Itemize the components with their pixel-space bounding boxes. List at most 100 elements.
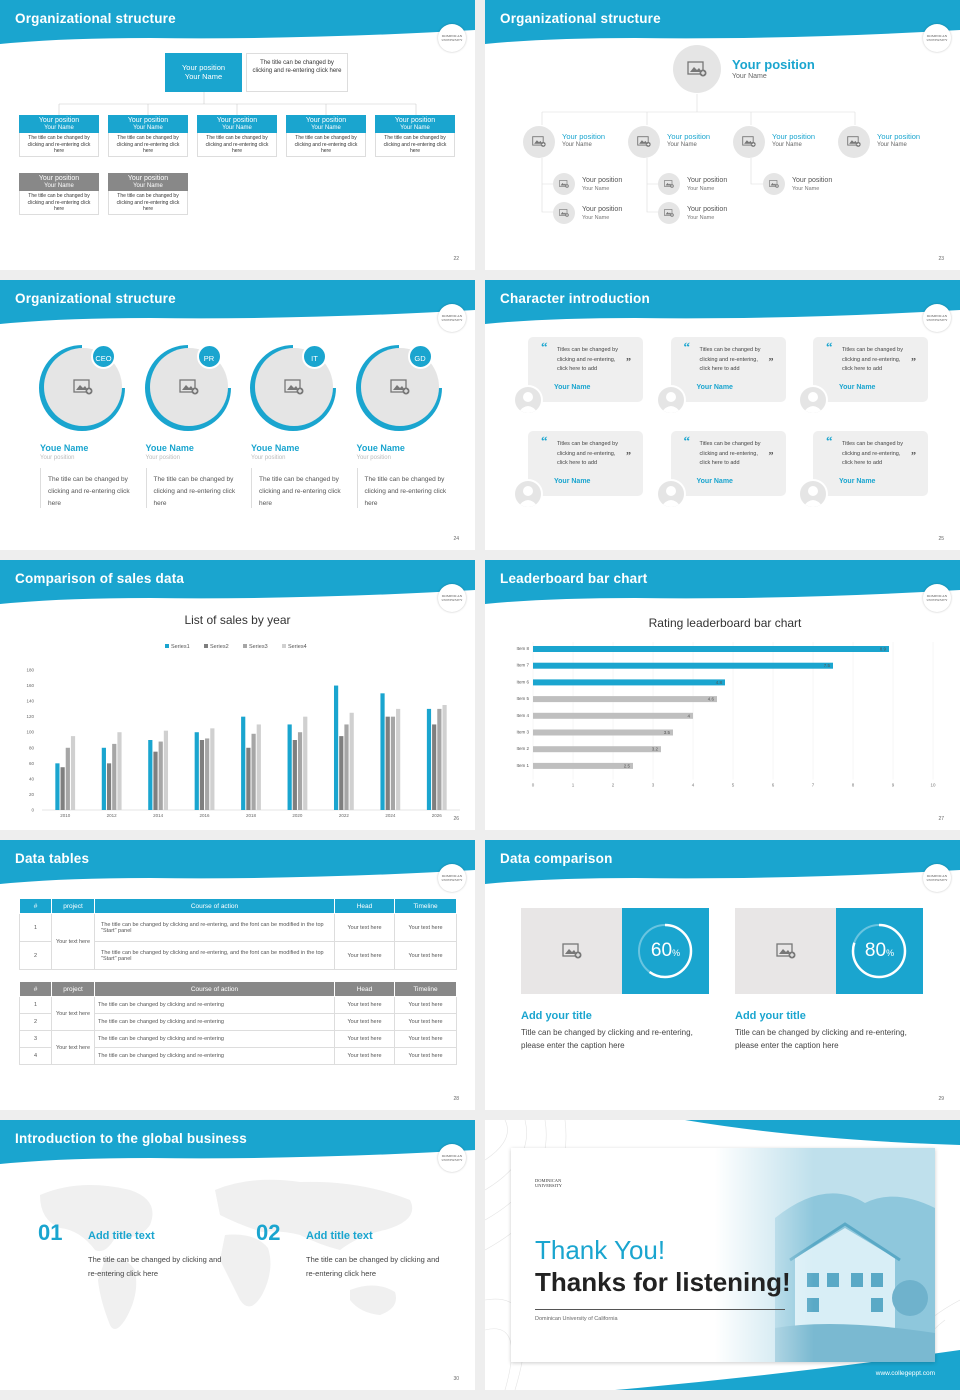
person-card[interactable]: CEO Youe Name Your position The title ca… bbox=[38, 344, 133, 524]
slide-29[interactable]: Data comparison DOMINICAN UNIVERSITY 60%… bbox=[485, 840, 960, 1110]
close-quote-icon: ” bbox=[911, 357, 916, 368]
level3-person[interactable]: Your position Your Name bbox=[553, 202, 648, 224]
bar-Item 8 bbox=[533, 646, 889, 652]
person-card[interactable]: GD Youe Name Your position The title can… bbox=[355, 344, 450, 524]
level2-person[interactable]: Your position Your Name bbox=[628, 126, 728, 158]
org-box[interactable]: Your position Your Name The title can be … bbox=[108, 173, 188, 215]
org-box[interactable]: Your position Your Name The title can be … bbox=[108, 115, 188, 157]
person-card[interactable]: PR Youe Name Your position The title can… bbox=[144, 344, 239, 524]
page-number: 27 bbox=[938, 816, 944, 822]
item-desc: Title can be changed by clicking and re-… bbox=[521, 1028, 693, 1050]
level2-person[interactable]: Your position Your Name bbox=[838, 126, 938, 158]
position-label: Your position bbox=[127, 175, 169, 182]
slide-22[interactable]: Organizational structure DOMINICAN UNIVE… bbox=[0, 0, 475, 270]
image-placeholder-icon bbox=[769, 180, 779, 188]
name-label: Your Name bbox=[792, 186, 820, 192]
character-card[interactable]: “ ” Titles can be changed by clicking an… bbox=[655, 337, 786, 415]
x-tick-label: 8 bbox=[852, 783, 855, 788]
website-link[interactable]: www.collegeppt.com bbox=[875, 1370, 935, 1377]
person-name: Youe Name bbox=[356, 443, 405, 453]
y-tick-label: 180 bbox=[26, 668, 34, 673]
level3-person[interactable]: Your position Your Name bbox=[763, 173, 858, 195]
divider bbox=[40, 468, 41, 508]
org-box[interactable]: Your position Your Name The title can be … bbox=[19, 115, 99, 157]
col-header: Timeline bbox=[394, 981, 457, 997]
university-logo: DOMINICAN UNIVERSITY bbox=[438, 24, 466, 52]
table-row[interactable]: 2 The title can be changed by clicking a… bbox=[19, 941, 457, 970]
level3-person[interactable]: Your position Your Name bbox=[658, 173, 753, 195]
comparison-item[interactable]: 60% Add your title Title can be changed … bbox=[521, 908, 711, 1058]
table-row[interactable]: 1 Your text here The title can be change… bbox=[19, 913, 457, 970]
category-label: Item 1 bbox=[516, 763, 529, 768]
col-header: project bbox=[51, 981, 95, 997]
person-card[interactable]: IT Youe Name Your position The title can… bbox=[249, 344, 344, 524]
character-card[interactable]: “ ” Titles can be changed by clicking an… bbox=[513, 337, 643, 415]
project-cell: Your text here bbox=[51, 996, 95, 1031]
university-logo: DOMINICAN UNIVERSITY bbox=[438, 304, 466, 332]
legend-label: Series4 bbox=[288, 644, 307, 650]
user-icon bbox=[518, 392, 538, 413]
character-card[interactable]: “ ” Titles can be changed by clicking an… bbox=[798, 431, 928, 509]
comparison-item[interactable]: 80% Add your title Title can be changed … bbox=[735, 908, 925, 1058]
business-item[interactable]: 02 Add title text The title can be chang… bbox=[256, 1220, 446, 1290]
image-placeholder-icon bbox=[775, 943, 795, 959]
slide-24[interactable]: Organizational structure DOMINICAN UNIVE… bbox=[0, 280, 475, 550]
bar-Series3-2010 bbox=[65, 747, 70, 810]
slide-27[interactable]: Leaderboard bar chart DOMINICAN UNIVERSI… bbox=[485, 560, 960, 830]
top-description: The title can be changed by clicking and… bbox=[246, 53, 348, 92]
level3-person[interactable]: Your position Your Name bbox=[553, 173, 648, 195]
bar-Series1-2020 bbox=[287, 724, 292, 810]
header-wave bbox=[485, 560, 960, 604]
slide-thank-you[interactable]: DOMINICAN UNIVERSITY Thank You! Thanks f… bbox=[485, 1120, 960, 1390]
character-card[interactable]: “ ” Titles can be changed by clicking an… bbox=[655, 431, 786, 509]
category-label: Item 3 bbox=[516, 730, 529, 735]
page-number: 25 bbox=[938, 536, 944, 542]
x-tick-label: 6 bbox=[772, 783, 775, 788]
top-photo-placeholder[interactable] bbox=[673, 45, 721, 93]
row-number: 1 bbox=[19, 996, 52, 1014]
image-placeholder-icon bbox=[73, 379, 93, 395]
level3-person[interactable]: Your position Your Name bbox=[658, 202, 753, 224]
position-label: Your position bbox=[38, 117, 80, 124]
photo-placeholder bbox=[763, 173, 785, 195]
category-label: Item 6 bbox=[516, 679, 529, 684]
level2-person[interactable]: Your position Your Name bbox=[523, 126, 623, 158]
table-row[interactable]: 3 Your text here The title can be change… bbox=[19, 1030, 457, 1065]
head-cell: Your text here bbox=[334, 913, 395, 942]
table-row[interactable]: 4 The title can be changed by clicking a… bbox=[19, 1047, 457, 1065]
x-tick-label: 9 bbox=[892, 783, 895, 788]
slide-25[interactable]: Character introduction DOMINICAN UNIVERS… bbox=[485, 280, 960, 550]
level2-person[interactable]: Your position Your Name bbox=[733, 126, 833, 158]
bar-Series3-2020 bbox=[297, 732, 303, 810]
name-label: Your Name bbox=[562, 142, 592, 148]
avatar bbox=[655, 385, 686, 415]
org-box[interactable]: Your position Your Name The title can be … bbox=[19, 173, 99, 215]
bar-Series3-2026 bbox=[437, 708, 442, 810]
org-box[interactable]: Your position Your Name The title can be … bbox=[286, 115, 366, 157]
slide-28[interactable]: Data tables DOMINICAN UNIVERSITY # proje… bbox=[0, 840, 475, 1110]
bar-Item 2 bbox=[533, 746, 661, 753]
business-item[interactable]: 01 Add title text The title can be chang… bbox=[38, 1220, 228, 1290]
header-wave bbox=[0, 280, 475, 324]
org-box[interactable]: Your position Your Name The title can be … bbox=[375, 115, 455, 157]
image-placeholder-icon bbox=[559, 209, 569, 217]
org-box[interactable]: Your position Your Name The title can be … bbox=[197, 115, 277, 157]
category-label: Item 2 bbox=[516, 746, 529, 751]
name-label: Your Name bbox=[44, 125, 74, 131]
slide-30[interactable]: Introduction to the global business DOMI… bbox=[0, 1120, 475, 1390]
bar-Series4-2016 bbox=[210, 728, 215, 810]
image-placeholder-icon bbox=[559, 180, 569, 188]
quote-bubble bbox=[813, 337, 928, 402]
col-header: # bbox=[19, 981, 52, 997]
slide-23[interactable]: Organizational structure DOMINICAN UNIVE… bbox=[485, 0, 960, 270]
person-desc: The title can be changed by clicking and… bbox=[364, 476, 447, 507]
top-position-box[interactable]: Your position Your Name bbox=[165, 53, 242, 92]
character-card[interactable]: “ ” Titles can be changed by clicking an… bbox=[513, 431, 643, 509]
character-card[interactable]: “ ” Titles can be changed by clicking an… bbox=[798, 337, 928, 415]
table-row[interactable]: 1 Your text here The title can be change… bbox=[19, 996, 457, 1031]
campus-photo bbox=[715, 1148, 935, 1362]
slide-26[interactable]: Comparison of sales data DOMINICAN UNIVE… bbox=[0, 560, 475, 830]
table-row[interactable]: 2 The title can be changed by clicking a… bbox=[19, 1013, 457, 1031]
divider bbox=[356, 468, 358, 508]
image-placeholder-icon bbox=[532, 136, 546, 148]
